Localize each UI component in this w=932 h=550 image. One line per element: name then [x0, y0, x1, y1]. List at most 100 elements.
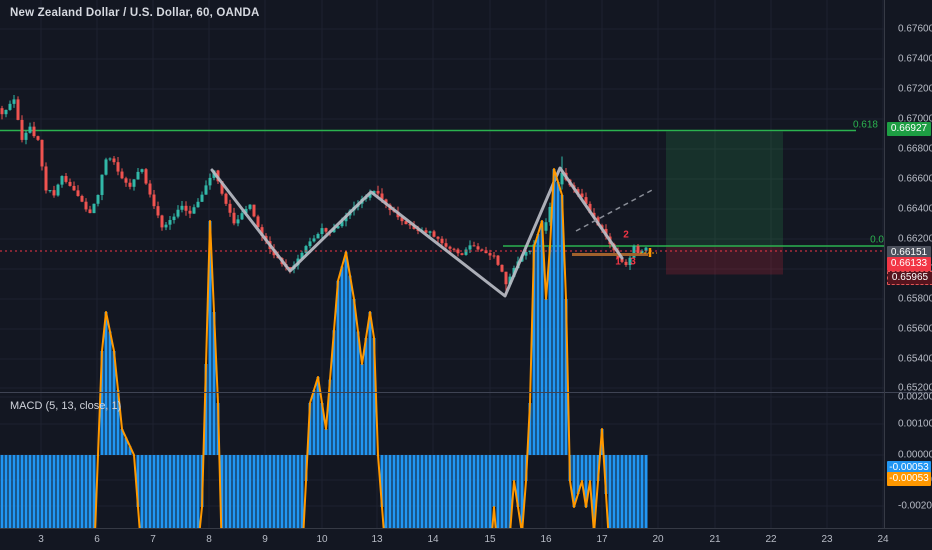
- macd-bar: [512, 455, 516, 481]
- macd-bar: [184, 455, 188, 528]
- macd-bar: [560, 195, 564, 455]
- candle-body: [128, 182, 132, 187]
- macd-bar: [208, 221, 212, 455]
- macd-bar: [128, 446, 132, 455]
- candle-body: [196, 201, 200, 208]
- macd-bar: [324, 429, 328, 455]
- macd-bar: [572, 455, 576, 507]
- candle-body: [72, 185, 76, 191]
- candle-body: [380, 193, 384, 200]
- candle-body: [544, 222, 548, 231]
- macd-bar: [284, 455, 288, 528]
- candle-body: [636, 246, 640, 255]
- candle-body: [200, 194, 204, 202]
- candle-body: [456, 249, 460, 254]
- candle-body: [124, 178, 128, 183]
- candle-body: [408, 224, 412, 226]
- macd-bar: [16, 455, 20, 528]
- macd-bar: [580, 455, 584, 481]
- candle-body: [220, 181, 224, 194]
- time-tick-label: 6: [94, 534, 100, 545]
- zigzag-drawing[interactable]: [210, 166, 624, 298]
- candle-body: [628, 257, 632, 265]
- macd-line-value-badge: -0.00053: [887, 472, 931, 486]
- time-tick-label: 15: [484, 534, 496, 545]
- pattern-point-label[interactable]: 1: [615, 256, 621, 268]
- candle-body: [340, 221, 344, 227]
- candle-body: [484, 250, 488, 254]
- price-tick-label: 0.00200: [898, 391, 932, 403]
- price-tick-label: 0.66200: [898, 233, 932, 245]
- dashed-trendline-drawing[interactable]: [575, 188, 655, 232]
- candle-body: [32, 126, 36, 137]
- macd-bar: [64, 455, 68, 528]
- macd-bar: [536, 234, 540, 455]
- candle-body: [172, 216, 176, 221]
- time-axis[interactable]: 3 6 7 8 9 10 13 14 15 16 17 20 21 22 23 24: [0, 528, 932, 550]
- candle-body: [224, 193, 228, 204]
- candle-body: [624, 261, 628, 265]
- macd-bar: [36, 455, 40, 528]
- macd-bar: [548, 247, 552, 455]
- macd-bar: [584, 455, 588, 507]
- macd-bar: [480, 455, 484, 528]
- stop-price-badge: 0.65965: [887, 271, 932, 285]
- macd-bar: [172, 455, 176, 528]
- candle-body: [132, 179, 136, 187]
- candle-body: [452, 248, 456, 250]
- macd-bar: [52, 455, 56, 528]
- macd-bar: [268, 455, 272, 528]
- pattern-point-label[interactable]: 2: [623, 229, 629, 241]
- candle-body: [440, 238, 444, 244]
- time-tick-label: 17: [596, 534, 608, 545]
- candle-body: [120, 171, 124, 179]
- macd-bar: [116, 390, 120, 455]
- macd-bar: [608, 455, 612, 528]
- macd-bar: [204, 364, 208, 455]
- macd-bar: [272, 455, 276, 528]
- time-tick-label: 24: [877, 534, 889, 545]
- candle-body: [96, 194, 100, 204]
- macd-bar: [188, 455, 192, 528]
- macd-bar: [72, 455, 76, 528]
- pattern-point-label[interactable]: 3: [630, 256, 636, 268]
- candle-body: [168, 220, 172, 225]
- time-tick-label: 10: [316, 534, 328, 545]
- macd-bar: [496, 455, 500, 528]
- candle-body: [400, 217, 404, 222]
- candle-body: [560, 172, 564, 185]
- macd-bar: [492, 455, 496, 507]
- long-position-tool[interactable]: [666, 131, 783, 275]
- macd-bar: [644, 455, 648, 528]
- macd-bar: [612, 455, 616, 528]
- candle-body: [160, 215, 164, 228]
- candle-body: [208, 177, 212, 186]
- price-tick-label: 0.00000: [898, 449, 932, 461]
- candle-body: [504, 271, 508, 285]
- candle-body: [336, 226, 340, 229]
- candle-body: [332, 228, 336, 233]
- macd-bar: [392, 455, 396, 528]
- macd-bar: [20, 455, 24, 528]
- macd-bar: [80, 455, 84, 528]
- macd-bar: [640, 455, 644, 528]
- candle-body: [156, 206, 160, 216]
- macd-bar: [352, 299, 356, 455]
- macd-bar: [108, 331, 112, 455]
- macd-bar: [464, 455, 468, 528]
- macd-bar: [152, 455, 156, 528]
- macd-bar: [168, 455, 172, 528]
- macd-bar: [176, 455, 180, 528]
- candle-body: [16, 99, 20, 120]
- macd-bar: [404, 455, 408, 528]
- price-tick-label: -0.00200: [898, 500, 932, 512]
- candle-body: [368, 193, 372, 198]
- time-tick-label: 22: [765, 534, 777, 545]
- plot-area: [0, 0, 884, 528]
- macd-bar: [532, 247, 536, 455]
- macd-bar: [616, 455, 620, 528]
- price-tick-label: 0.67600: [898, 23, 932, 35]
- price-axis[interactable]: 0.67600 0.67400 0.67200 0.67000 0.66800 0.666…: [884, 0, 932, 528]
- macd-bar: [384, 455, 388, 528]
